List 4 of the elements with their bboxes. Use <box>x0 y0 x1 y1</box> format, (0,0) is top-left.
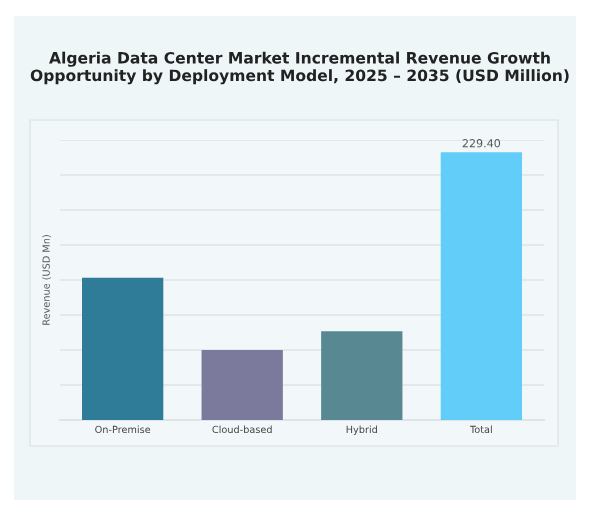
bar <box>321 331 403 420</box>
bar <box>201 350 283 420</box>
bar <box>440 152 522 420</box>
bar <box>82 277 164 420</box>
